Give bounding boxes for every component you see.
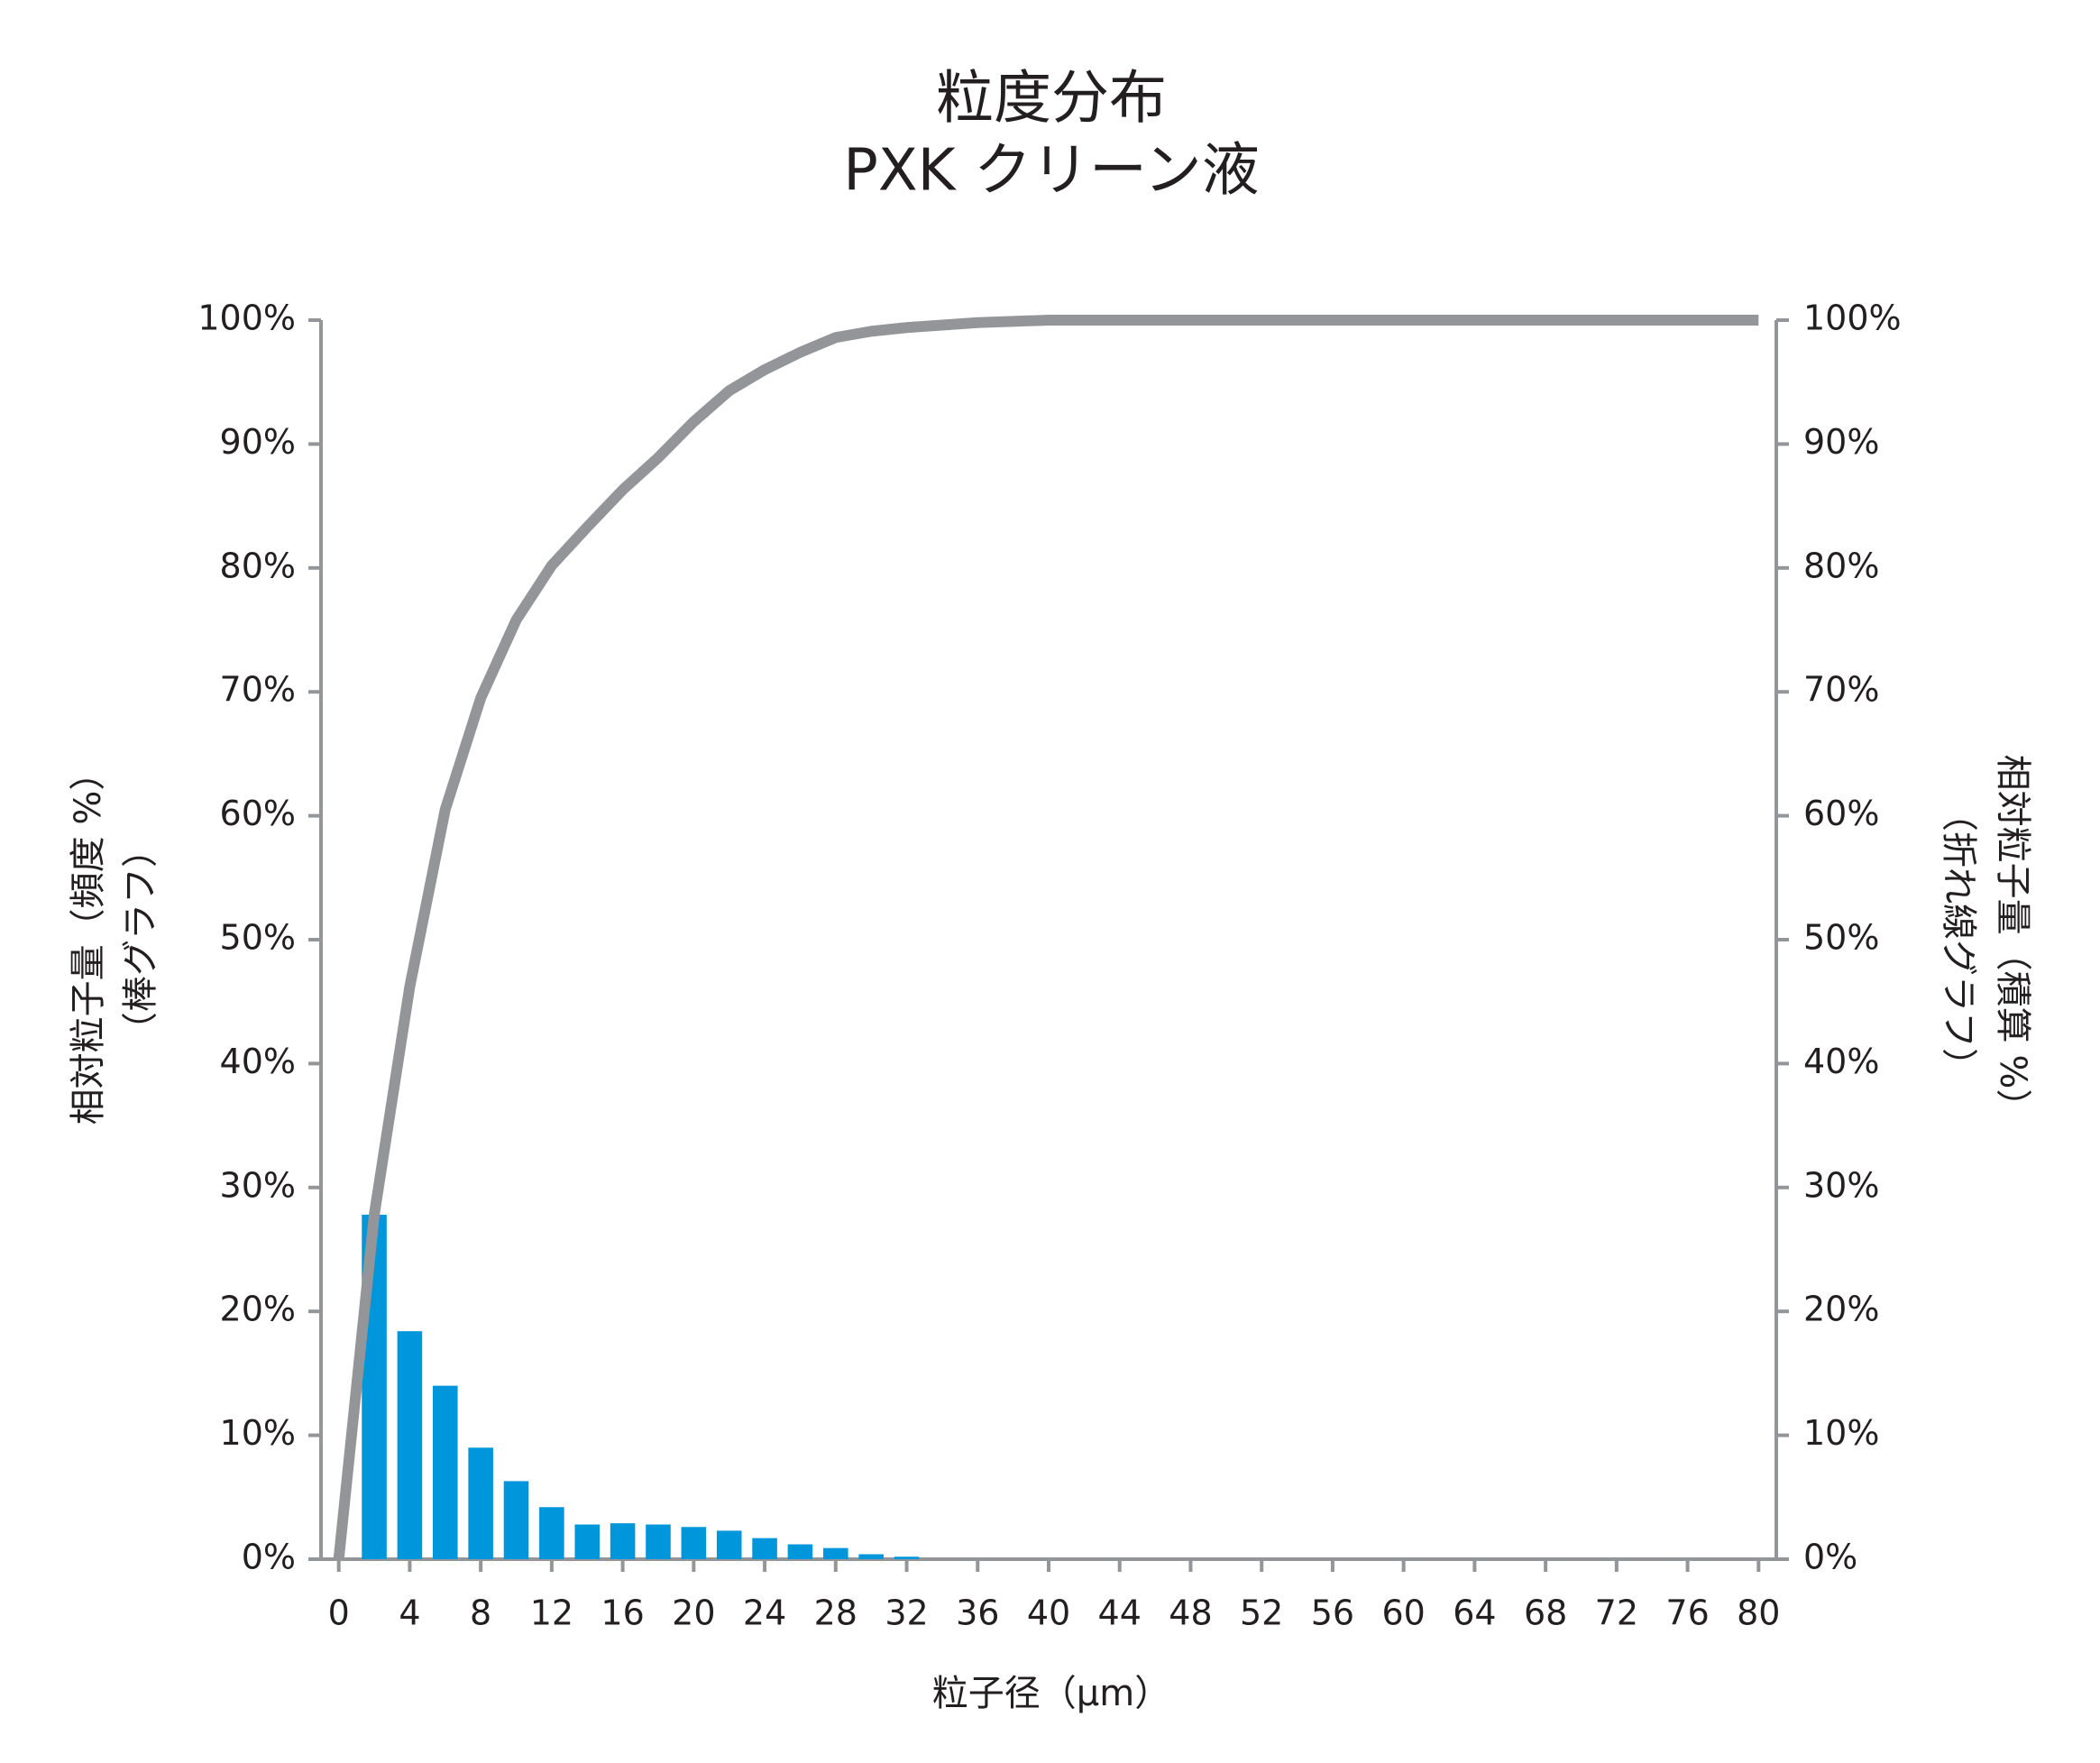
y2-axis-title: （折れ線グラフ）	[1938, 795, 1979, 1084]
y2-tick-label: 30%	[1803, 1165, 1879, 1205]
x-tick-label: 40	[1027, 1593, 1070, 1633]
x-tick-label: 36	[956, 1593, 999, 1633]
y2-tick-label: 20%	[1803, 1290, 1879, 1329]
bar	[539, 1507, 564, 1559]
y-axis-title: （棒グラフ）	[120, 831, 161, 1048]
x-tick-label: 64	[1453, 1593, 1496, 1633]
y-tick-label: 100%	[197, 298, 296, 338]
bar	[433, 1385, 458, 1559]
y-tick-label: 60%	[220, 794, 296, 833]
x-tick-label: 20	[672, 1593, 715, 1633]
bar	[858, 1554, 884, 1559]
cumulative-line	[333, 315, 1759, 1560]
y-tick-label: 40%	[220, 1042, 296, 1081]
bar	[574, 1524, 601, 1559]
y-tick-label: 90%	[220, 422, 296, 462]
x-tick-label: 24	[743, 1593, 786, 1633]
bar	[823, 1547, 848, 1559]
x-tick-label: 12	[530, 1593, 573, 1633]
x-tick-label: 16	[601, 1593, 644, 1633]
bar	[894, 1556, 920, 1559]
y2-axis-title: 相対粒子量（積算 %）	[1992, 755, 2033, 1125]
x-tick-label: 8	[470, 1593, 491, 1633]
bar	[503, 1481, 529, 1559]
y-tick-label: 30%	[220, 1165, 296, 1205]
x-tick-label: 52	[1240, 1593, 1283, 1633]
y2-tick-label: 70%	[1803, 670, 1879, 710]
y2-tick-label: 50%	[1803, 918, 1879, 958]
y-tick-label: 10%	[220, 1413, 296, 1453]
x-axis-title: 粒子径（μm）	[932, 1673, 1170, 1714]
y2-tick-label: 80%	[1803, 546, 1879, 585]
y2-tick-label: 0%	[1803, 1538, 1857, 1577]
y2-tick-label: 40%	[1803, 1042, 1879, 1081]
y-tick-label: 70%	[220, 670, 296, 710]
bar	[646, 1524, 671, 1559]
bar	[787, 1544, 813, 1559]
x-tick-label: 28	[814, 1593, 857, 1633]
y-tick-label: 50%	[220, 918, 296, 958]
bar	[468, 1447, 493, 1559]
y-tick-label: 80%	[220, 546, 296, 585]
y2-tick-label: 90%	[1803, 422, 1879, 462]
y2-tick-label: 10%	[1803, 1413, 1879, 1453]
y2-tick-label: 100%	[1803, 298, 1902, 338]
y-tick-label: 20%	[220, 1290, 296, 1329]
bar	[397, 1331, 423, 1559]
bar	[752, 1538, 777, 1559]
x-tick-label: 56	[1311, 1593, 1354, 1633]
bar	[681, 1527, 707, 1559]
x-tick-label: 48	[1169, 1593, 1212, 1633]
bar	[716, 1530, 742, 1559]
y-axis-title: 相対粒子量（頻度 %）	[68, 755, 109, 1125]
x-tick-label: 80	[1737, 1593, 1780, 1633]
x-tick-label: 0	[328, 1593, 350, 1633]
x-tick-label: 60	[1381, 1593, 1425, 1633]
x-tick-label: 32	[885, 1593, 928, 1633]
chart-subtitle: PXK クリーン液	[843, 138, 1260, 205]
y2-tick-label: 60%	[1803, 794, 1879, 833]
x-tick-label: 72	[1595, 1593, 1638, 1633]
x-tick-label: 76	[1665, 1593, 1709, 1633]
x-tick-label: 44	[1098, 1593, 1142, 1633]
y-tick-label: 0%	[242, 1538, 296, 1577]
x-tick-label: 4	[399, 1593, 420, 1633]
chart-title: 粒度分布	[936, 66, 1167, 133]
x-tick-label: 68	[1524, 1593, 1567, 1633]
bar	[610, 1523, 636, 1559]
